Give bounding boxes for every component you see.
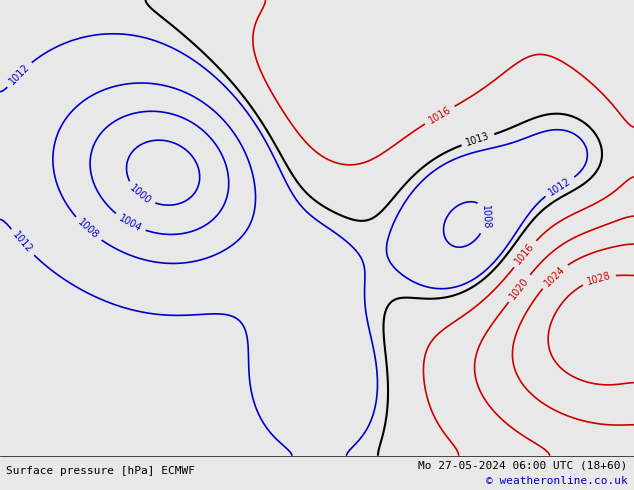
Text: 1012: 1012 (7, 62, 31, 87)
Text: 1024: 1024 (542, 264, 567, 288)
Text: Surface pressure [hPa] ECMWF: Surface pressure [hPa] ECMWF (6, 466, 195, 476)
Text: 1016: 1016 (427, 104, 453, 125)
Text: 1004: 1004 (117, 213, 143, 234)
Text: 1020: 1020 (508, 275, 531, 301)
Text: 1012: 1012 (547, 176, 573, 197)
Text: 1008: 1008 (480, 205, 491, 230)
Text: 1000: 1000 (127, 183, 153, 206)
Text: Mo 27-05-2024 06:00 UTC (18+60): Mo 27-05-2024 06:00 UTC (18+60) (418, 461, 628, 471)
Text: 1008: 1008 (75, 218, 101, 241)
Text: 1013: 1013 (465, 131, 491, 148)
Text: 1028: 1028 (586, 270, 612, 287)
Text: 1016: 1016 (514, 241, 536, 267)
Text: 1012: 1012 (10, 230, 34, 255)
Text: © weatheronline.co.uk: © weatheronline.co.uk (486, 476, 628, 487)
